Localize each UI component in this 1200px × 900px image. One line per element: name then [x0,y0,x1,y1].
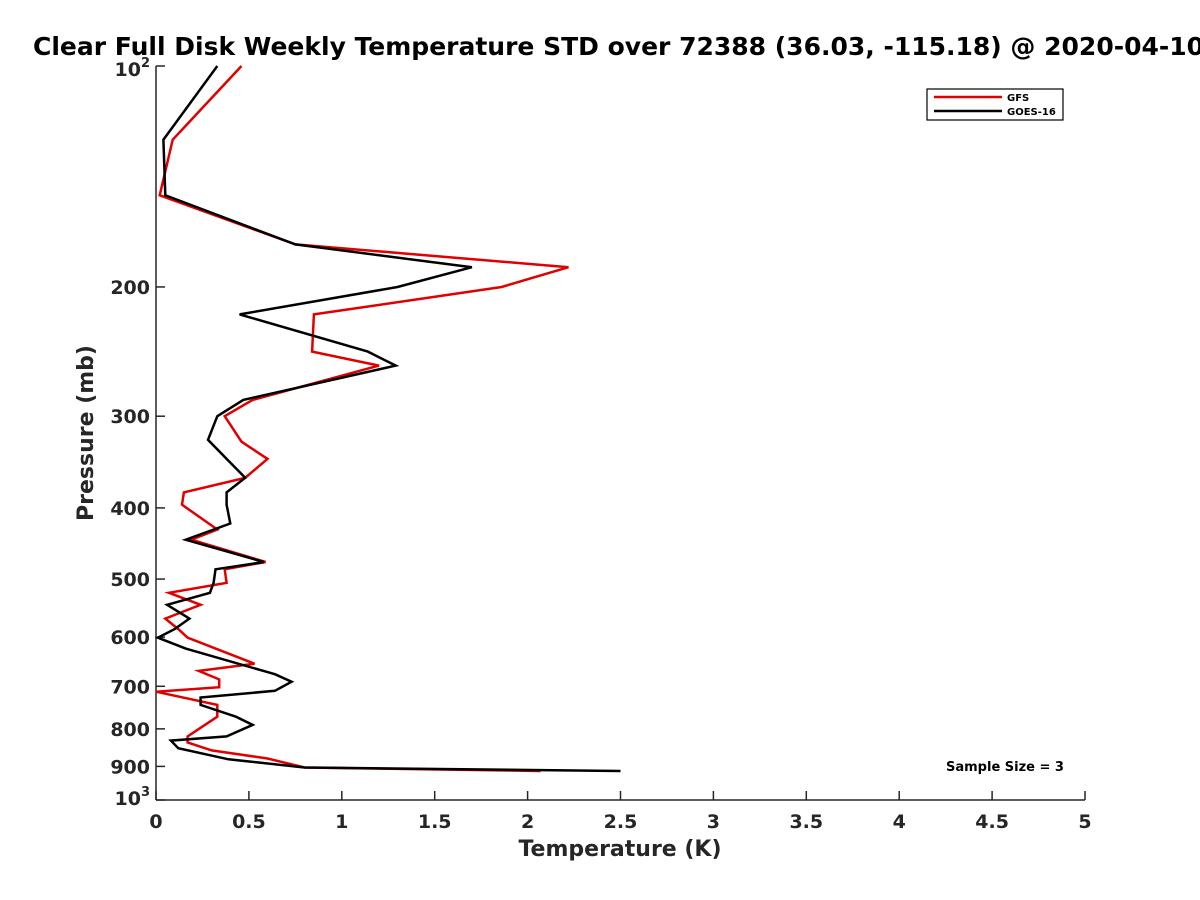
y-tick-exponent: 2 [141,56,150,71]
y-tick-label: 600 [110,627,150,649]
legend-entries: GFS GOES-16 [934,93,1056,118]
y-tick-label: 500 [110,569,150,591]
y-tick-label: 200 [110,277,150,299]
x-tick-label: 3 [707,811,720,833]
y-axis-label: Pressure (mb) [74,345,99,521]
x-ticks: 0 0.5 1 1.5 2 2.5 3 3.5 4 4.5 5 [149,791,1092,833]
x-tick-label: 3.5 [789,811,823,833]
y-tick-label: 900 [110,756,150,778]
x-tick-label: 0.5 [232,811,266,833]
chart-title: Clear Full Disk Weekly Temperature STD o… [33,32,1200,61]
legend-label-goes-16: GOES-16 [1007,107,1056,118]
y-tick-label: 102 [115,56,151,81]
y-tick-label: 400 [110,498,150,520]
sample-size-annotation: Sample Size = 3 [946,760,1064,775]
y-tick-label: 300 [110,406,150,428]
y-tick-label: 800 [110,719,150,741]
series-line-gfs [155,65,569,773]
x-tick-label: 0 [149,811,162,833]
y-tick-base: 10 [115,788,141,810]
x-tick-label: 4.5 [975,811,1009,833]
series-line-goes-16 [154,65,621,773]
x-tick-label: 5 [1078,811,1091,833]
x-tick-label: 2.5 [604,811,638,833]
y-tick-exponent: 3 [141,785,150,800]
y-tick-base: 10 [115,59,141,81]
x-axis-label: Temperature (K) [518,837,721,862]
x-tick-label: 2 [521,811,534,833]
legend: GFS GOES-16 [926,88,1064,121]
legend-box [926,88,1064,121]
x-tick-label: 1 [335,811,348,833]
x-tick-label: 1.5 [418,811,452,833]
y-tick-label: 700 [110,676,150,698]
plot-area: 0 0.5 1 1.5 2 2.5 3 3.5 4 4.5 5 102200300400500600… [110,56,1091,833]
series-lines [154,65,621,773]
y-tick-label: 103 [115,785,151,810]
legend-label-gfs: GFS [1007,93,1029,104]
x-tick-label: 4 [893,811,906,833]
